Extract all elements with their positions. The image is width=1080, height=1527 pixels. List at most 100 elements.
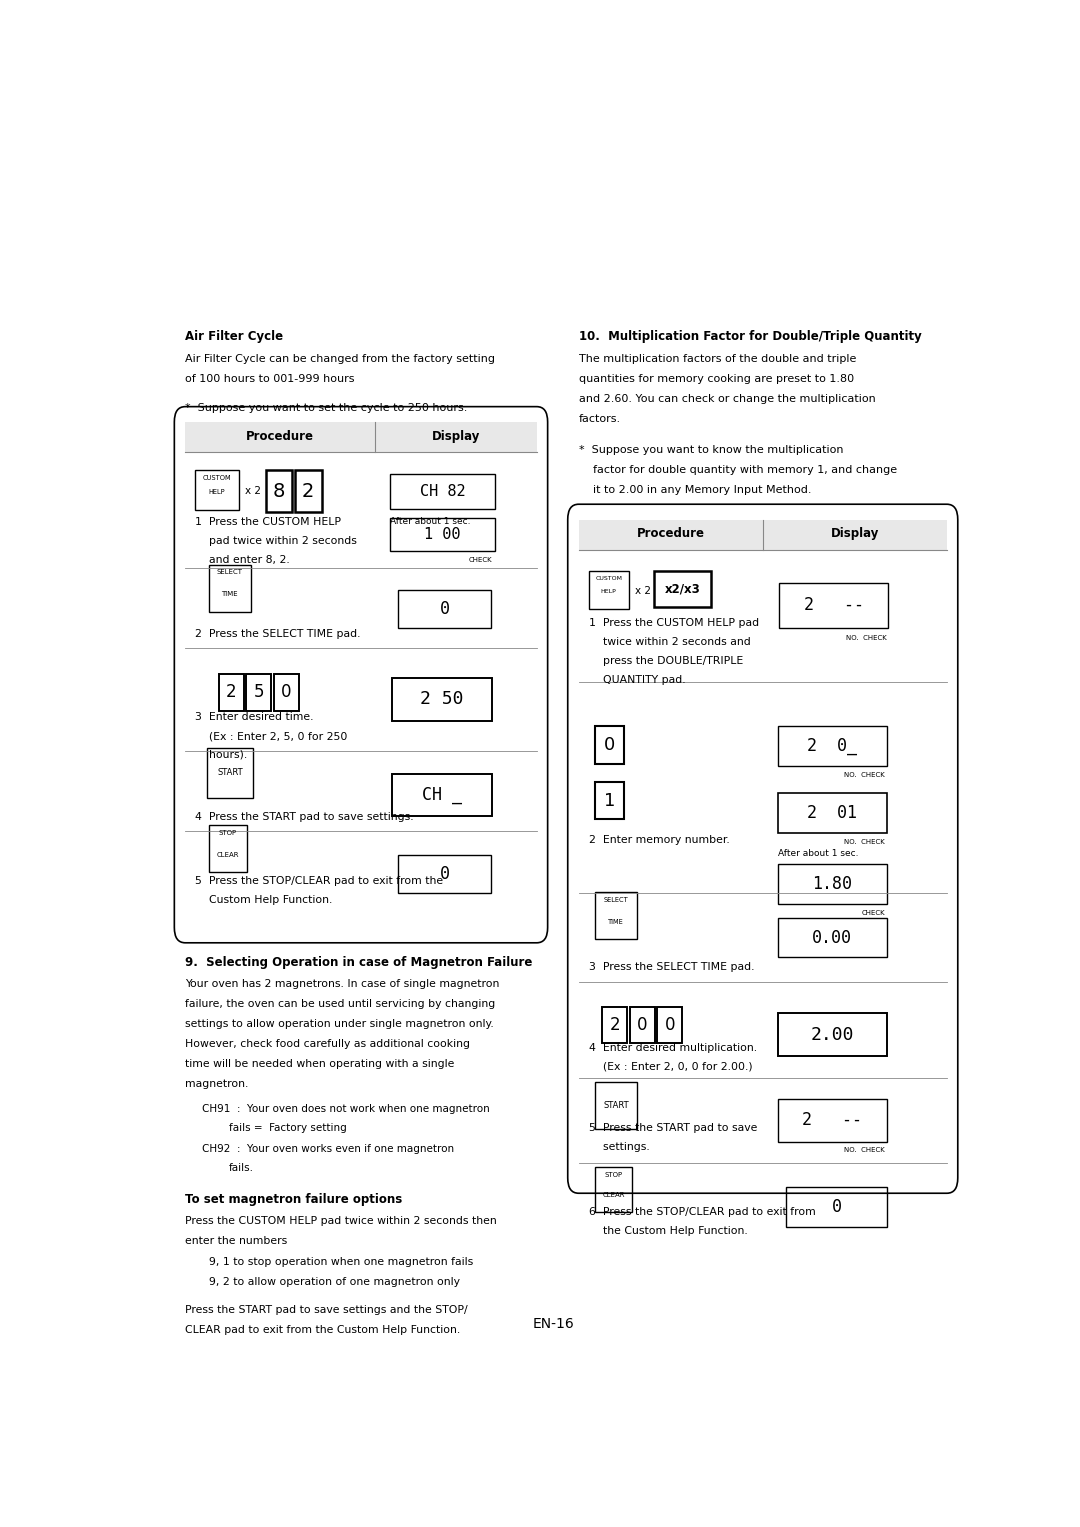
Text: After about 1 sec.: After about 1 sec.	[390, 518, 471, 527]
Text: CH92  :  Your oven works even if one magnetron: CH92 : Your oven works even if one magne…	[202, 1144, 454, 1154]
Text: 0: 0	[281, 684, 292, 701]
Text: TIME: TIME	[608, 919, 624, 924]
Text: 2.00: 2.00	[810, 1026, 854, 1043]
Text: NO.  CHECK: NO. CHECK	[845, 1147, 885, 1153]
Text: 1.80: 1.80	[812, 875, 852, 893]
Bar	[595, 1081, 637, 1128]
Text: 0.00: 0.00	[812, 928, 852, 947]
Bar	[246, 673, 271, 712]
Text: CUSTOM: CUSTOM	[203, 475, 231, 481]
Text: START: START	[217, 768, 243, 777]
Bar	[186, 421, 537, 452]
Text: factor for double quantity with memory 1, and change: factor for double quantity with memory 1…	[579, 466, 896, 475]
Bar	[780, 583, 888, 628]
Text: The multiplication factors of the double and triple: The multiplication factors of the double…	[579, 354, 856, 363]
Text: To set magnetron failure options: To set magnetron failure options	[186, 1193, 403, 1206]
Text: 1 00: 1 00	[424, 527, 461, 542]
Text: (Ex : Enter 2, 0, 0 for 2.00.): (Ex : Enter 2, 0, 0 for 2.00.)	[589, 1061, 753, 1072]
Text: fails =  Factory setting: fails = Factory setting	[229, 1122, 347, 1133]
Text: 0: 0	[604, 736, 616, 754]
Bar	[195, 470, 239, 510]
Text: CHECK: CHECK	[469, 557, 492, 563]
Text: STOP: STOP	[219, 831, 237, 835]
Bar	[595, 1167, 632, 1212]
Bar	[392, 774, 492, 817]
Bar	[274, 673, 299, 712]
Text: CH91  :  Your oven does not work when one magnetron: CH91 : Your oven does not work when one …	[202, 1104, 489, 1113]
Bar	[295, 470, 322, 513]
Text: CLEAR pad to exit from the Custom Help Function.: CLEAR pad to exit from the Custom Help F…	[186, 1325, 460, 1335]
Text: the Custom Help Function.: the Custom Help Function.	[589, 1226, 747, 1237]
Text: 2  0_: 2 0_	[807, 738, 858, 756]
Text: NO.  CHECK: NO. CHECK	[845, 840, 885, 846]
Bar	[778, 918, 887, 957]
Text: 1  Press the CUSTOM HELP pad: 1 Press the CUSTOM HELP pad	[589, 618, 759, 628]
Text: CUSTOM: CUSTOM	[595, 576, 622, 580]
Bar	[602, 1008, 627, 1043]
Text: and 2.60. You can check or change the multiplication: and 2.60. You can check or change the mu…	[579, 394, 876, 403]
Text: of 100 hours to 001-999 hours: of 100 hours to 001-999 hours	[186, 374, 354, 383]
Bar	[589, 571, 629, 609]
Text: 5: 5	[254, 684, 265, 701]
Text: hours).: hours).	[195, 750, 247, 760]
Text: Custom Help Function.: Custom Help Function.	[195, 895, 333, 904]
Text: EN-16: EN-16	[532, 1316, 575, 1330]
Text: 4  Press the START pad to save settings.: 4 Press the START pad to save settings.	[195, 812, 414, 822]
Text: 0: 0	[440, 864, 449, 883]
Text: x 2: x 2	[635, 586, 650, 597]
Text: START: START	[604, 1101, 629, 1110]
Text: 2: 2	[609, 1015, 620, 1034]
Bar	[654, 571, 711, 606]
Text: press the DOUBLE/TRIPLE: press the DOUBLE/TRIPLE	[589, 657, 743, 666]
Bar	[208, 825, 247, 872]
Text: enter the numbers: enter the numbers	[186, 1235, 287, 1246]
Text: x2/x3: x2/x3	[664, 582, 700, 596]
Text: 3  Press the SELECT TIME pad.: 3 Press the SELECT TIME pad.	[589, 962, 754, 971]
Text: CH _: CH _	[422, 786, 462, 805]
Text: failure, the oven can be used until servicing by changing: failure, the oven can be used until serv…	[186, 999, 496, 1009]
Bar	[595, 782, 624, 820]
Bar	[778, 864, 887, 904]
Text: CHECK: CHECK	[862, 910, 885, 916]
Text: and enter 8, 2.: and enter 8, 2.	[195, 554, 291, 565]
Text: settings to allow operation under single magnetron only.: settings to allow operation under single…	[186, 1019, 494, 1029]
Text: Air Filter Cycle can be changed from the factory setting: Air Filter Cycle can be changed from the…	[186, 354, 496, 363]
Text: twice within 2 seconds and: twice within 2 seconds and	[589, 637, 751, 647]
Text: 10.  Multiplication Factor for Double/Triple Quantity: 10. Multiplication Factor for Double/Tri…	[579, 330, 921, 344]
Text: 0: 0	[664, 1015, 675, 1034]
Text: QUANTITY pad.: QUANTITY pad.	[589, 675, 686, 684]
Text: 8: 8	[273, 483, 285, 501]
Text: 4  Enter desired multiplication.: 4 Enter desired multiplication.	[589, 1043, 757, 1052]
Text: 2  01: 2 01	[807, 805, 858, 823]
Text: *  Suppose you want to set the cycle to 250 hours.: * Suppose you want to set the cycle to 2…	[186, 403, 468, 414]
Bar	[778, 1014, 887, 1055]
Text: pad twice within 2 seconds: pad twice within 2 seconds	[195, 536, 357, 547]
Bar	[778, 1099, 887, 1142]
Text: magnetron.: magnetron.	[186, 1080, 248, 1089]
Bar	[786, 1186, 887, 1226]
Text: 0: 0	[637, 1015, 648, 1034]
Text: 2   --: 2 --	[802, 1112, 862, 1130]
Text: 2   --: 2 --	[804, 597, 864, 614]
Text: STOP: STOP	[605, 1171, 623, 1177]
Bar	[595, 727, 624, 764]
Bar	[399, 591, 490, 628]
Text: settings.: settings.	[589, 1142, 649, 1151]
Text: Display: Display	[432, 429, 481, 443]
Text: 0: 0	[832, 1197, 841, 1215]
Text: NO.  CHECK: NO. CHECK	[846, 635, 887, 641]
Text: x 2: x 2	[245, 486, 260, 496]
Bar	[630, 1008, 654, 1043]
Text: 9.  Selecting Operation in case of Magnetron Failure: 9. Selecting Operation in case of Magnet…	[186, 956, 532, 968]
Text: HELP: HELP	[208, 489, 226, 495]
Text: fails.: fails.	[229, 1162, 254, 1173]
Text: 2  Press the SELECT TIME pad.: 2 Press the SELECT TIME pad.	[195, 629, 361, 638]
Text: it to 2.00 in any Memory Input Method.: it to 2.00 in any Memory Input Method.	[579, 486, 811, 495]
Text: factors.: factors.	[579, 414, 621, 423]
Text: 2 50: 2 50	[420, 690, 463, 709]
Text: CLEAR: CLEAR	[603, 1193, 625, 1199]
Text: Procedure: Procedure	[246, 429, 314, 443]
Text: time will be needed when operating with a single: time will be needed when operating with …	[186, 1060, 455, 1069]
Text: CLEAR: CLEAR	[217, 852, 239, 858]
Text: 3  Enter desired time.: 3 Enter desired time.	[195, 712, 314, 722]
